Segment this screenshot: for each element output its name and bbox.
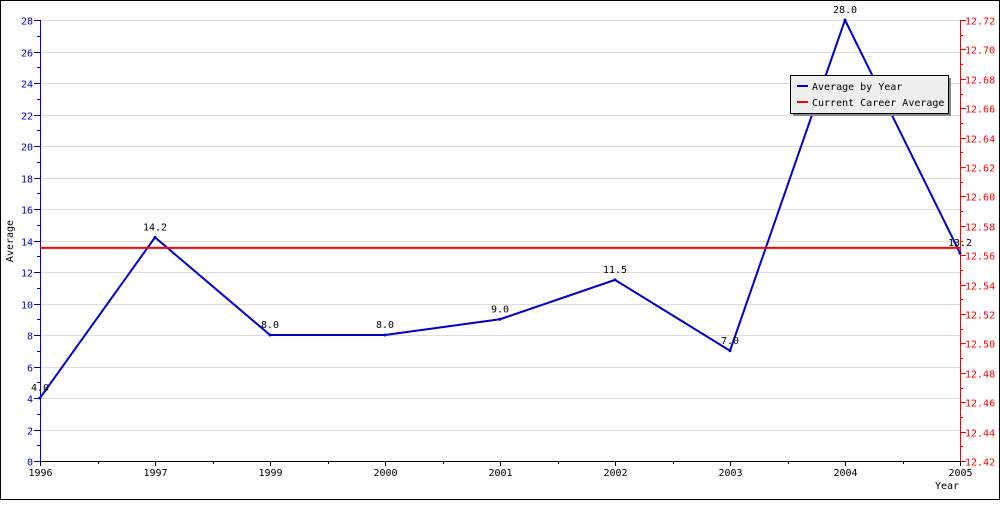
left-tick-label: 22: [21, 112, 33, 123]
average-by-year-line-segment: [154, 236, 271, 336]
left-tick-label: 16: [21, 206, 33, 217]
left-tick-label: 28: [21, 17, 33, 28]
average-by-year-point: [498, 317, 502, 321]
data-label: 4.0: [31, 383, 49, 394]
x-axis: 1996 1997 1999 2000 2001 2002 2003 2004 2005: [28, 461, 973, 479]
x-tick-label: 1996: [28, 468, 52, 479]
average-by-year-point: [613, 278, 617, 282]
legend-label: Average by Year: [812, 82, 902, 93]
x-tick-label: 2005: [948, 468, 972, 479]
right-tick-label: 12.42: [965, 458, 995, 469]
right-tick-label: 12.46: [965, 399, 995, 410]
data-label: 8.0: [376, 320, 394, 331]
left-tick-label: 2: [27, 427, 33, 438]
data-label: 11.5: [603, 265, 627, 276]
legend-label: Current Career Average: [812, 98, 944, 109]
right-tick-label: 12.56: [965, 252, 995, 263]
right-tick-label: 12.58: [965, 223, 995, 234]
average-by-year-point: [728, 349, 732, 353]
y-axis-title: Average: [5, 220, 16, 262]
right-tick-label: 12.68: [965, 76, 995, 87]
right-tick-label: 12.62: [965, 164, 995, 175]
left-tick-label: 26: [21, 49, 33, 60]
x-tick-label: 2000: [373, 468, 397, 479]
x-tick-label: 2004: [833, 468, 857, 479]
legend: Average by Year Current Career Average: [790, 75, 951, 116]
right-tick-label: 12.50: [965, 340, 995, 351]
x-tick-label: 1997: [143, 468, 167, 479]
x-tick-label: 2002: [603, 468, 627, 479]
x-axis-title: Year: [935, 481, 959, 492]
left-tick-label: 20: [21, 143, 33, 154]
grid-lines: [40, 20, 960, 431]
left-tick-label: 6: [27, 364, 33, 375]
right-tick-label: 12.52: [965, 311, 995, 322]
left-tick-label: 18: [21, 175, 33, 186]
data-label: 13.2: [948, 238, 972, 249]
average-by-year-point: [843, 18, 847, 22]
left-tick-label: 24: [21, 80, 33, 91]
average-by-year-point: [38, 396, 42, 400]
data-label: 14.2: [143, 222, 167, 233]
average-by-year-line-segment: [384, 318, 501, 336]
right-tick-label: 12.48: [965, 370, 995, 381]
right-tick-label: 12.44: [965, 429, 995, 440]
left-tick-label: 4: [27, 395, 33, 406]
average-by-year-point: [383, 333, 387, 337]
right-tick-label: 12.70: [965, 46, 995, 57]
x-tick-label: 2003: [718, 468, 742, 479]
data-labels: 4.0 14.2 8.0 8.0 9.0 11.5 7.0 28.0 13.2: [31, 5, 972, 394]
right-tick-label: 12.66: [965, 105, 995, 116]
average-by-year-line-segment: [499, 278, 616, 321]
left-tick-label: 12: [21, 269, 33, 280]
data-label: 9.0: [491, 304, 509, 315]
legend-box: [790, 75, 949, 114]
average-by-year-line-segment: [614, 278, 731, 352]
average-by-year-point: [268, 333, 272, 337]
left-tick-label: 14: [21, 238, 33, 249]
average-by-year-line-segment: [844, 19, 961, 255]
data-label: 7.0: [721, 336, 739, 347]
left-tick-label: 8: [27, 332, 33, 343]
right-tick-label: 12.72: [965, 17, 995, 28]
left-tick-label: 0: [27, 458, 33, 469]
average-by-year-point: [958, 251, 962, 255]
right-tick-label: 12.54: [965, 282, 995, 293]
left-tick-label: 10: [21, 301, 33, 312]
data-label: 8.0: [261, 320, 279, 331]
right-y-axis: 12.42 12.44 12.46 12.48 12.50 12.52 12.54 12.56…: [960, 17, 995, 469]
data-label: 28.0: [833, 5, 857, 16]
x-tick-label: 2001: [488, 468, 512, 479]
average-by-year-point: [153, 235, 157, 239]
x-tick-label: 1999: [258, 468, 282, 479]
right-tick-label: 12.64: [965, 135, 995, 146]
average-by-year-line-segment: [39, 236, 156, 399]
right-tick-label: 12.60: [965, 193, 995, 204]
